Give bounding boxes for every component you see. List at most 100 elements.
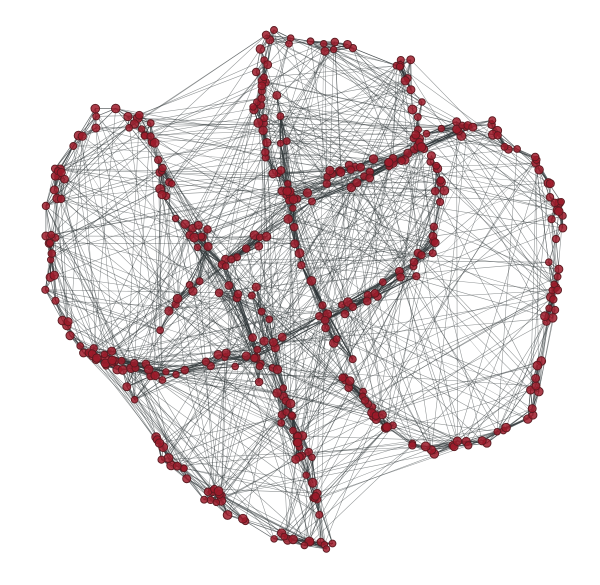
edge-long	[82, 43, 324, 137]
graph-node	[501, 422, 511, 433]
graph-node	[260, 73, 268, 82]
graph-node	[437, 124, 446, 133]
edge-long	[417, 252, 560, 270]
edge-long	[281, 426, 388, 534]
edge-long	[225, 104, 262, 267]
edge-long	[50, 234, 354, 308]
edge-long	[207, 293, 239, 493]
graph-node	[100, 350, 109, 359]
edge-bundle	[144, 134, 159, 161]
edge-long	[280, 115, 386, 428]
edge-long	[176, 443, 413, 467]
edge-long	[401, 160, 433, 254]
graph-node	[261, 30, 271, 40]
graph-node	[272, 90, 282, 100]
edge-long	[127, 116, 163, 381]
edge-long	[280, 170, 553, 319]
edge-long	[207, 159, 537, 493]
edge-long	[66, 325, 283, 415]
graph-node	[117, 356, 126, 365]
graph-node	[368, 154, 379, 164]
graph-node	[262, 137, 272, 148]
graph-node	[263, 60, 273, 70]
graph-node	[257, 81, 267, 91]
edge-long	[311, 119, 493, 458]
graph-node	[370, 288, 380, 298]
graph-node	[248, 333, 257, 342]
graph-node	[558, 223, 568, 233]
edge-long	[296, 360, 542, 443]
edge-long	[189, 284, 275, 540]
edge-long	[134, 337, 253, 400]
graph-node	[47, 230, 56, 239]
edge-long	[304, 425, 394, 546]
edge-long	[161, 194, 186, 371]
edge-long	[116, 109, 255, 370]
edge-long	[154, 142, 278, 370]
edge-long	[324, 227, 564, 321]
edge-long	[144, 135, 400, 272]
graph-node	[330, 45, 338, 54]
edge-long	[373, 156, 536, 417]
graph-node	[288, 411, 296, 419]
graph-node	[130, 395, 139, 404]
edge-long	[159, 226, 295, 444]
edge-long	[263, 65, 397, 78]
edge-long	[134, 123, 463, 126]
graph-node	[340, 309, 350, 319]
edge-long	[259, 365, 458, 442]
edge-long	[360, 167, 560, 212]
graph-node	[315, 510, 324, 519]
edge-long	[59, 169, 95, 349]
edge-long	[295, 389, 531, 460]
edge-long	[50, 169, 352, 236]
edge-long	[264, 117, 442, 183]
graph-node	[406, 55, 416, 65]
edge-long	[184, 365, 211, 371]
graph-node	[272, 364, 283, 375]
edge-bundle	[228, 285, 260, 383]
edge-long	[262, 130, 401, 278]
edge-long	[261, 98, 420, 139]
edge-long	[310, 445, 413, 543]
edge-long	[252, 170, 282, 338]
edge-long	[225, 296, 552, 354]
graph-node	[356, 162, 365, 172]
edge-long	[284, 426, 388, 537]
edge-local	[59, 135, 79, 170]
edge-long	[287, 459, 296, 541]
graph-node	[395, 62, 404, 71]
edge-long	[288, 200, 300, 448]
graph-node	[182, 474, 192, 484]
edge-long	[234, 366, 537, 387]
edge-long	[54, 189, 226, 358]
edge-long	[105, 357, 320, 516]
graph-node	[49, 270, 59, 281]
graph-node	[255, 233, 264, 242]
edge-long	[50, 77, 265, 261]
edge-long	[154, 182, 358, 376]
edge-long	[412, 289, 558, 446]
edge-long	[436, 165, 552, 298]
edge-local	[429, 161, 436, 192]
edge-long	[171, 183, 287, 196]
edge-long	[54, 189, 69, 322]
edge-bundle	[256, 101, 350, 166]
graph-node	[330, 37, 340, 47]
edge-bundle	[310, 40, 419, 130]
edge-long	[54, 189, 184, 469]
edge-long	[258, 101, 423, 124]
edge-long	[261, 65, 397, 87]
graph-node	[172, 293, 183, 304]
graph-node	[193, 243, 202, 252]
graph-node	[185, 281, 194, 289]
graph-node	[107, 346, 117, 356]
edge-long	[225, 252, 419, 267]
graph-node	[409, 257, 419, 267]
graph-node	[129, 358, 139, 368]
edge-long	[261, 90, 534, 416]
graph-node	[413, 113, 422, 122]
edge-long	[161, 446, 426, 460]
edge-long	[105, 227, 193, 367]
graph-node	[302, 188, 313, 198]
